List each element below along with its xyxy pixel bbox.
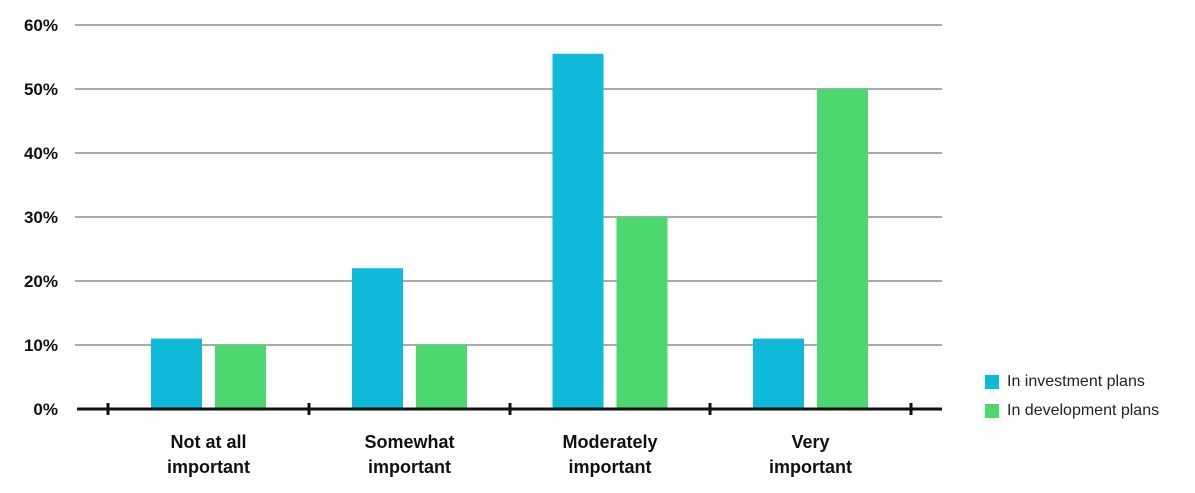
bar <box>215 345 266 409</box>
bar <box>352 268 403 409</box>
bar <box>753 338 804 409</box>
bar <box>151 338 202 409</box>
bar <box>552 53 604 410</box>
x-tick-label: Very important <box>769 432 852 477</box>
legend-label-development: In development plans <box>1007 401 1160 419</box>
bar <box>817 89 868 409</box>
legend: In investment plans In development plans <box>985 367 1159 425</box>
x-axis <box>77 403 942 415</box>
x-tick-label: Not at all important <box>167 432 250 477</box>
legend-swatch-development <box>985 403 999 418</box>
x-axis-labels: Not at all important Somewhat important Mode… <box>167 432 852 477</box>
bar <box>416 345 467 409</box>
x-tick-label: Somewhat important <box>364 432 454 477</box>
bars <box>151 53 868 410</box>
legend-label-investment: In investment plans <box>1007 372 1145 390</box>
y-tick-label: 40% <box>24 144 58 163</box>
legend-swatch-investment <box>985 374 999 389</box>
y-tick-label: 20% <box>24 272 58 291</box>
y-tick-label: 30% <box>24 208 58 227</box>
bar <box>616 217 668 409</box>
y-tick-label: 10% <box>24 336 58 355</box>
y-axis-labels: 0% 10% 20% 30% 40% 50% 60% <box>24 16 58 419</box>
gridlines <box>75 24 942 346</box>
legend-item-development: In development plans <box>985 396 1159 425</box>
y-tick-label: 0% <box>33 400 58 419</box>
x-tick-label: Moderately important <box>562 432 657 477</box>
y-tick-label: 50% <box>24 80 58 99</box>
y-tick-label: 60% <box>24 16 58 35</box>
legend-item-investment: In investment plans <box>985 367 1159 396</box>
